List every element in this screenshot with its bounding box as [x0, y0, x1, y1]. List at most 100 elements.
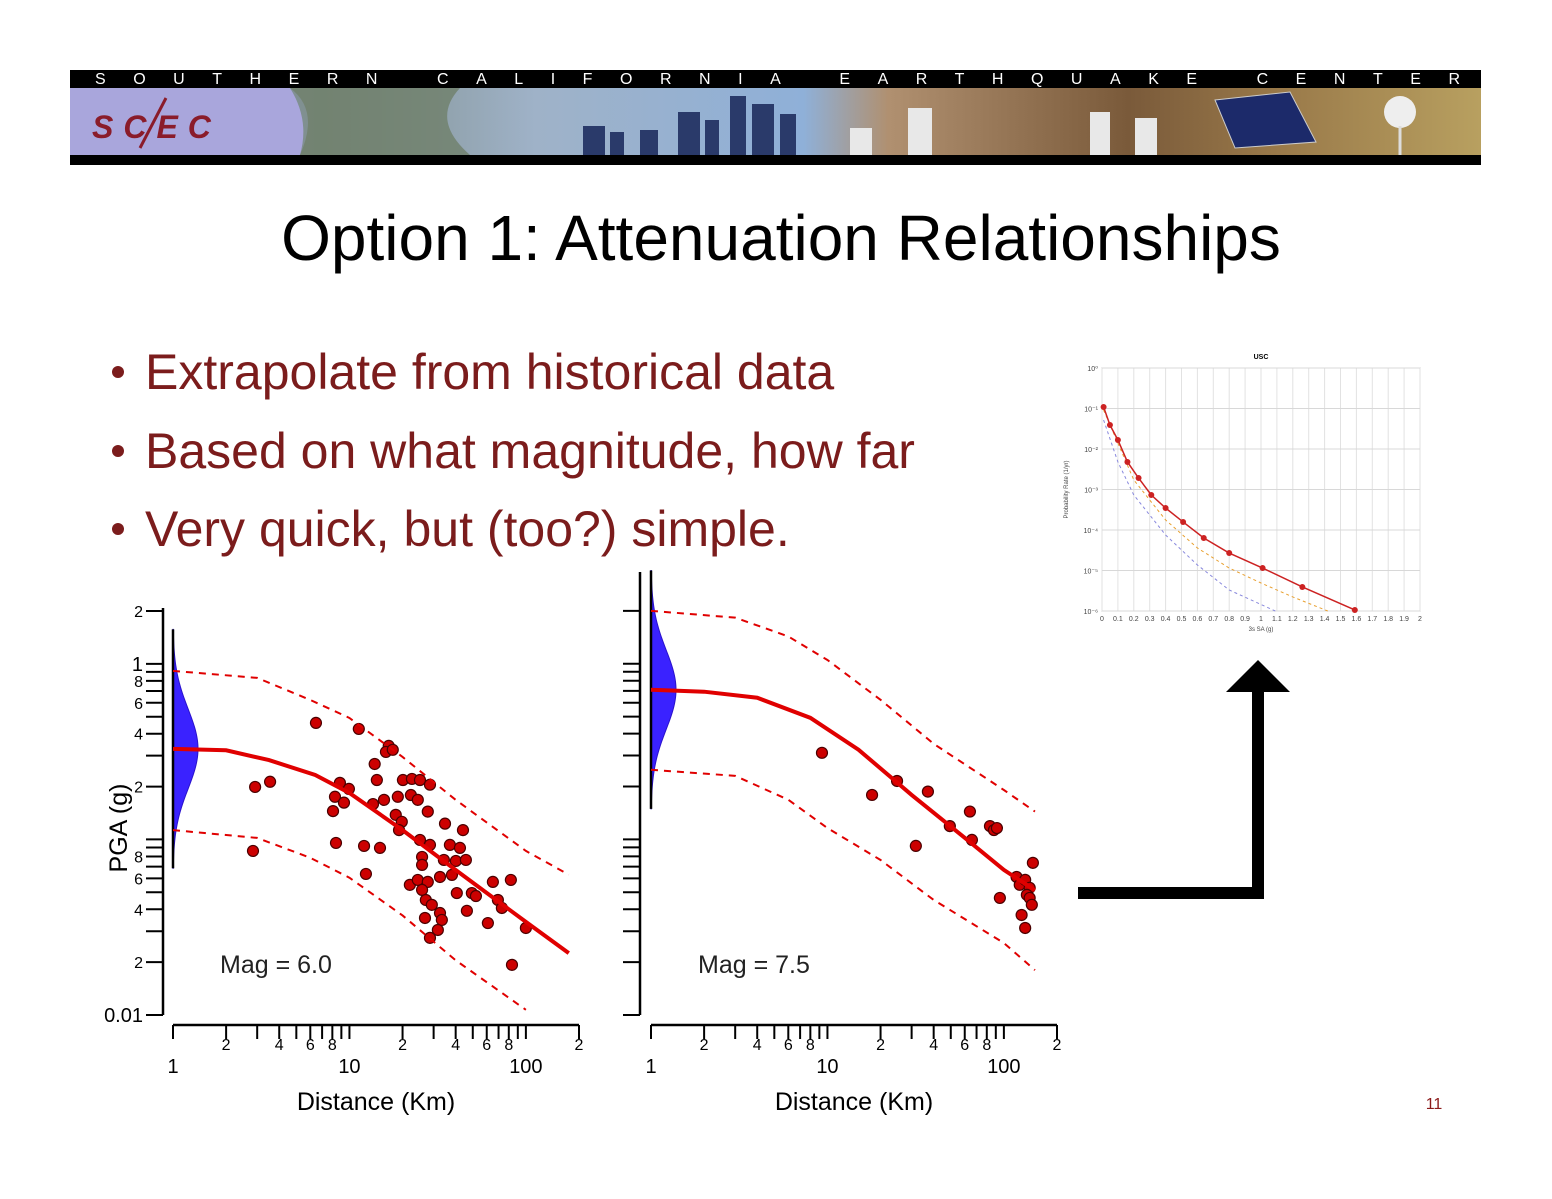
data-point	[435, 913, 448, 927]
median-curve	[650, 687, 1037, 892]
magnitude-label: Mag = 7.5	[698, 951, 810, 979]
bullet: Extrapolate from historical data	[145, 344, 834, 400]
dashed-curve	[650, 609, 1036, 813]
data-point	[504, 873, 517, 887]
data-point	[425, 898, 438, 911]
data-point	[1025, 898, 1038, 911]
x-tick-label: 1.3	[1304, 616, 1314, 623]
data-point	[505, 958, 519, 971]
x-tick-label: 4	[929, 1037, 938, 1054]
x-tick-label: 10	[338, 1056, 360, 1078]
curve-point	[1162, 505, 1169, 512]
data-point	[246, 844, 260, 858]
x-tick-label: 8	[328, 1037, 337, 1054]
data-point	[431, 923, 444, 937]
page-number: 11	[1426, 1096, 1443, 1113]
x-tick-label: 2	[398, 1037, 407, 1054]
y-axis-label: PGA (g)	[105, 784, 133, 873]
y-tick-label: 10⁻²	[1084, 447, 1098, 454]
curve-point	[1148, 492, 1155, 499]
y-tick-label: 2	[134, 604, 143, 621]
x-tick-label: 4	[451, 1037, 460, 1054]
logo-slash	[138, 97, 168, 149]
y-tick-label: 4	[134, 902, 143, 919]
arrow-shaft	[1078, 688, 1264, 899]
data-point	[415, 858, 429, 871]
x-tick-label: 2	[700, 1037, 709, 1054]
x-tick-label: 0.9	[1240, 616, 1250, 623]
bullet-list: Extrapolate from historical data Based o…	[112, 344, 915, 557]
x-tick-label: 8	[982, 1037, 991, 1054]
slide-title: Option 1: Attenuation Relationships	[281, 202, 1281, 274]
data-point	[443, 838, 457, 851]
x-tick-label: 100	[987, 1056, 1020, 1078]
x-tick-label: 6	[482, 1037, 491, 1054]
y-tick-label: 6	[134, 696, 143, 713]
dashed-curve	[172, 829, 527, 1011]
data-point	[423, 778, 437, 791]
data-point	[421, 805, 434, 818]
data-point	[921, 785, 935, 798]
x-tick-label: 0.7	[1208, 616, 1218, 623]
y-tick-label: 10⁻³	[1084, 488, 1098, 495]
flow-arrow	[1078, 660, 1290, 899]
x-tick-label: 2	[575, 1037, 584, 1054]
data-point	[373, 841, 387, 854]
x-tick-label: 1.5	[1336, 616, 1346, 623]
data-point	[486, 875, 499, 888]
y-tick-label: 8	[134, 674, 143, 691]
dashed-curve	[172, 669, 570, 876]
curve-point	[1351, 606, 1358, 613]
solar-panel	[1214, 91, 1317, 149]
data-point	[411, 793, 424, 806]
data-point	[368, 757, 381, 771]
x-tick-label: 1.1	[1272, 616, 1282, 623]
x-tick-label: 1.2	[1288, 616, 1298, 623]
data-point	[481, 916, 494, 930]
data-point	[456, 824, 470, 837]
data-point	[391, 790, 404, 803]
curve-point	[1259, 565, 1266, 572]
x-tick-label: 1	[645, 1056, 656, 1078]
data-point	[815, 746, 829, 759]
data-point	[433, 870, 447, 884]
curve-point	[1114, 436, 1121, 443]
dashed-curve	[1103, 419, 1276, 612]
x-tick-label: 0.3	[1145, 616, 1155, 623]
x-tick-label: 1.4	[1320, 616, 1330, 623]
data-point	[453, 841, 467, 854]
organization: SOUTHERN CALIFORNIA EARTHQUAKE CENTER	[95, 71, 1460, 88]
bullet: Very quick, but (too?) simple.	[145, 501, 790, 557]
data-point	[415, 883, 429, 896]
y-tick-label: 10⁻⁵	[1084, 569, 1098, 576]
x-tick-label: 1.6	[1352, 616, 1362, 623]
x-tick-label: 2	[1418, 616, 1422, 623]
data-point	[357, 839, 371, 853]
dashed-curve	[650, 768, 1036, 971]
data-point	[990, 821, 1004, 835]
x-tick-label: 1.9	[1399, 616, 1409, 623]
data-point	[377, 793, 391, 806]
data-point	[329, 836, 343, 850]
bullet-dot	[112, 445, 124, 457]
x-tick-label: 0.8	[1224, 616, 1234, 623]
x-tick-label: 0.6	[1193, 616, 1203, 623]
skyline	[583, 96, 796, 155]
bullet-dot	[112, 523, 124, 535]
x-tick-label: 10	[816, 1056, 838, 1078]
bullet-dot	[112, 366, 124, 378]
x-tick-label: 6	[306, 1037, 315, 1054]
curve-point	[1100, 403, 1107, 410]
people	[850, 108, 1157, 155]
bullet: Based on what magnitude, how far	[145, 423, 915, 479]
curve-point	[1124, 458, 1131, 465]
data-point	[370, 773, 383, 787]
magnitude-label: Mag = 6.0	[220, 951, 332, 979]
chart: 0 0.1 0.2 0.3 0.4 0.5 0.6 0.7 0.8 0.9 1 1.1 1.2 1.3 1.…	[1064, 354, 1422, 633]
data-point	[1019, 921, 1032, 935]
x-tick-label: 1.7	[1367, 616, 1377, 623]
x-axis-label: 3s SA (g)	[1249, 627, 1274, 633]
